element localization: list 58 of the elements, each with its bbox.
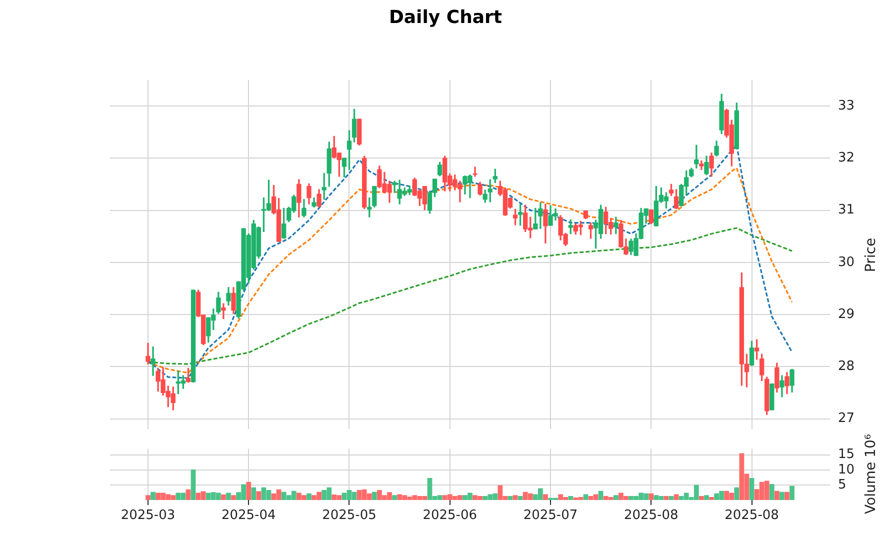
bar xyxy=(372,492,377,500)
x-tick-label: 2025-04 xyxy=(221,508,276,524)
bar xyxy=(734,487,740,500)
x-tick-label: 2025-06 xyxy=(422,508,478,524)
bar xyxy=(518,496,523,500)
bar xyxy=(699,496,704,500)
y-tick-label: 32 xyxy=(838,150,855,166)
bar xyxy=(664,496,669,500)
y-tick-label: 30 xyxy=(838,254,855,270)
bar xyxy=(246,482,252,500)
y-tick-label: 31 xyxy=(838,202,855,218)
y-tick-label: 29 xyxy=(838,306,855,322)
bar xyxy=(674,494,679,500)
y-tick-label: 5 xyxy=(838,477,846,492)
chart-title: Daily Chart xyxy=(388,7,504,28)
bar xyxy=(256,491,262,500)
y-tick-label: 28 xyxy=(838,359,855,374)
bar xyxy=(150,492,156,500)
bar xyxy=(709,496,714,500)
bar xyxy=(512,495,518,500)
x-tick-label: 2025-03 xyxy=(120,508,176,524)
x-tick-label: 2025-08 xyxy=(624,508,678,524)
bar xyxy=(668,496,674,500)
bar xyxy=(780,492,784,500)
x-tick-label: 2025-07 xyxy=(523,508,578,524)
bar xyxy=(583,494,588,500)
bar xyxy=(543,494,548,500)
bar xyxy=(146,495,150,500)
bar xyxy=(226,492,231,500)
bar xyxy=(790,486,794,500)
y-tick-label: 33 xyxy=(838,98,855,114)
bar xyxy=(186,489,191,500)
x-tick-label: 2025-08 xyxy=(724,508,779,524)
bar xyxy=(392,495,397,500)
bar xyxy=(306,493,312,500)
bar xyxy=(769,484,774,500)
candlestick xyxy=(221,303,226,320)
bar xyxy=(749,478,754,500)
bar xyxy=(784,492,790,500)
bar xyxy=(221,494,226,500)
candlestick xyxy=(472,166,478,177)
y-tick-label: 15 xyxy=(838,447,855,462)
y-tick-label: 10 xyxy=(838,462,855,478)
bar xyxy=(251,487,256,500)
bar xyxy=(568,496,574,500)
bar xyxy=(704,495,709,500)
bar xyxy=(598,490,604,500)
bar xyxy=(774,490,780,500)
candlestick xyxy=(150,346,156,376)
bar xyxy=(508,496,513,500)
bar xyxy=(190,470,196,500)
bar xyxy=(613,495,618,500)
y-axis-title: Price xyxy=(863,238,879,272)
y-axis-title: Volume 10⁶ xyxy=(863,434,879,514)
bar xyxy=(648,493,654,500)
x-tick-label: 2025-05 xyxy=(322,508,376,524)
bar xyxy=(231,495,236,500)
y-tick-label: 27 xyxy=(838,411,855,426)
